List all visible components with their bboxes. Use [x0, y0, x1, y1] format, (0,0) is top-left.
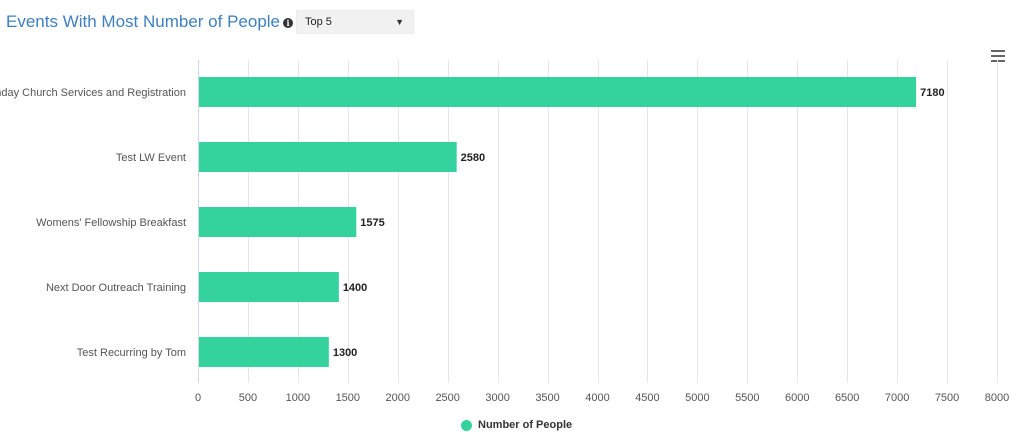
bar — [199, 77, 917, 107]
data-label: 7180 — [920, 87, 944, 99]
data-label: 2580 — [461, 152, 485, 164]
triangle-down-icon: ▼ — [395, 17, 405, 27]
chart-header: Events With Most Number of People i Top … — [6, 10, 415, 34]
legend-item-number-of-people[interactable]: Number of People — [461, 419, 572, 431]
legend-marker — [461, 419, 472, 431]
x-tick-label: 4500 — [635, 392, 659, 404]
x-tick-label: 3000 — [485, 392, 509, 404]
legend-label: Number of People — [478, 419, 573, 431]
category-label: Next Door Outreach Training — [46, 282, 186, 294]
bar — [199, 207, 357, 237]
data-label: 1300 — [333, 347, 357, 359]
category-label: Test LW Event — [116, 152, 186, 164]
x-tick-label: 4000 — [585, 392, 609, 404]
category-label: Test Recurring by Tom — [77, 347, 186, 359]
info-circle-icon[interactable]: i — [283, 18, 294, 28]
x-tick-label: 2500 — [435, 392, 459, 404]
x-tick-label: 5500 — [735, 392, 759, 404]
bar — [199, 142, 457, 172]
bar — [199, 272, 339, 302]
x-tick-label: 7000 — [885, 392, 909, 404]
chart-title: Events With Most Number of People — [6, 12, 281, 31]
x-tick-label: 5000 — [685, 392, 709, 404]
data-label: 1575 — [360, 217, 384, 229]
x-tick-label: 0 — [195, 392, 201, 404]
x-tick-label: 6500 — [835, 392, 859, 404]
category-label: Womens' Fellowship Breakfast — [36, 217, 186, 229]
x-tick-label: 1000 — [286, 392, 310, 404]
top-n-select[interactable]: Top 5 ▼ — [296, 10, 415, 34]
x-tick-label: 500 — [239, 392, 257, 404]
x-tick-label: 6000 — [785, 392, 809, 404]
bar — [199, 337, 329, 367]
category-label: Sunday Church Services and Registration — [0, 87, 186, 99]
x-tick-label: 2000 — [386, 392, 410, 404]
x-tick-label: 1500 — [336, 392, 360, 404]
top-n-select-value: Top 5 — [305, 16, 332, 28]
x-tick-label: 3500 — [535, 392, 559, 404]
data-label: 1400 — [343, 282, 367, 294]
x-tick-label: 7500 — [935, 392, 959, 404]
x-tick-label: 8000 — [985, 392, 1009, 404]
